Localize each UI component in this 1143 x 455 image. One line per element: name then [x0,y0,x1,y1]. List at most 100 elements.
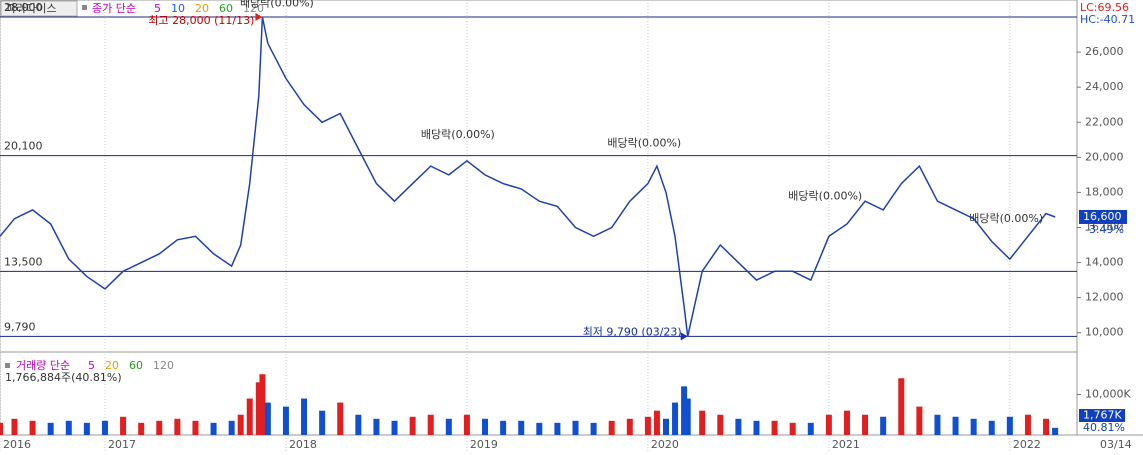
legend-period[interactable]: 60 [219,2,233,15]
volume-bar [210,422,217,435]
volume-bar [500,420,507,435]
volume-bar [29,420,36,435]
volume-bar [264,402,271,435]
x-tick-label: 2019 [470,438,498,451]
volume-bar [482,418,489,435]
legend-period[interactable]: 120 [243,2,264,15]
x-tick-label: 2017 [108,438,136,451]
volume-bar [988,420,995,435]
volume-bar [735,418,742,435]
volume-bar [138,422,145,435]
legend-period[interactable]: 5 [88,359,95,372]
reference-label: 13,500 [4,255,43,268]
last-price: 16,600 [1083,210,1122,223]
low-arrow [680,332,688,341]
legend-period[interactable]: 5 [154,2,161,15]
volume-bar [391,420,398,435]
y-tick-label: 18,000 [1085,185,1124,198]
volume-bar [1006,416,1013,435]
volume-bar [699,410,706,435]
volume-bar [373,418,380,435]
volume-bar [554,422,561,435]
volume-bar [463,414,470,435]
volume-bar [1052,427,1059,435]
volume-bar [626,418,633,435]
volume-bar [427,414,434,435]
stock-tab[interactable] [0,0,78,17]
y-tick-label: 26,000 [1085,45,1124,58]
volume-bar [1043,418,1050,435]
dividend-label: 배당락(0.00%) [788,189,862,202]
legend-period[interactable]: 20 [105,359,119,372]
volume-bar [255,382,262,435]
x-tick-label: 2021 [832,438,860,451]
volume-bar [11,418,18,435]
change-label: -3.49% [1085,223,1124,236]
low-annotation: 최저 9,790 (03/23) [583,325,682,338]
volume-bar [970,418,977,435]
reference-label: 9,790 [4,320,36,333]
volume-bar [237,414,244,435]
dividend-label: 배당락(0.00%) [969,212,1043,225]
volume-bar [282,406,289,435]
legend-period[interactable]: 60 [129,359,143,372]
volume-bar [684,398,691,435]
last-volume-box [1079,409,1125,422]
lc-label: LC:69.56 [1080,1,1129,14]
volume-bar [246,398,253,435]
legend-period[interactable]: 20 [195,2,209,15]
y-tick-label: 14,000 [1085,256,1124,269]
legend-label: 종가 단순 [92,2,136,15]
volume-bar [644,416,651,435]
volume-bar [662,418,669,435]
legend-period[interactable]: 120 [153,359,174,372]
volume-bar [337,402,344,435]
volume-bar [65,420,72,435]
high-annotation: 최고 28,000 (11/13) [148,14,254,27]
legend-box [82,5,87,10]
volume-bar [101,420,108,435]
last-volume: 1,767K [1083,409,1122,422]
volume-bar [120,416,127,435]
volume-bar [789,422,796,435]
volume-bar [608,420,615,435]
volume-bar [409,416,416,435]
volume-bar [898,378,905,435]
volume-bar [653,410,660,435]
y-tick-label: 10,000K [1085,387,1131,400]
volume-bar [753,420,760,435]
volume-bar [862,414,869,435]
volume-bar [681,386,688,435]
reference-label: 20,100 [4,140,43,153]
volume-bar [536,422,543,435]
volume-bar [717,414,724,435]
volume-bar [825,414,832,435]
volume-bar [47,422,54,435]
dividend-label: 배당락(0.00%) [607,137,681,150]
volume-bar [192,420,199,435]
reference-label: 28,000 [4,1,43,14]
volume-bar [807,422,814,435]
volume-bar [1024,414,1031,435]
volume-info: 1,766,884주(40.81%) [5,371,122,384]
last-price-box [1079,209,1127,224]
volume-bar [518,420,525,435]
legend-period[interactable]: 10 [171,2,185,15]
volume-bar [445,418,452,435]
price-line [0,16,1056,337]
volume-bar [0,422,3,435]
dividend-label: 배당락(0.00%) [240,0,314,9]
volume-pct: 40.81% [1083,421,1125,434]
volume-bar [771,420,778,435]
volume-bar [590,422,597,435]
legend-label: 거래량 단순 [16,359,70,372]
legend-box [5,363,10,368]
volume-bar [301,398,308,435]
volume-bar [156,420,163,435]
volume-bar [83,422,90,435]
x-tick-label: 2020 [651,438,679,451]
volume-bar [952,416,959,435]
volume-bar [355,414,362,435]
stock-name: 파라다이스 [6,2,57,15]
hc-label: HC:-40.71 [1080,13,1135,26]
